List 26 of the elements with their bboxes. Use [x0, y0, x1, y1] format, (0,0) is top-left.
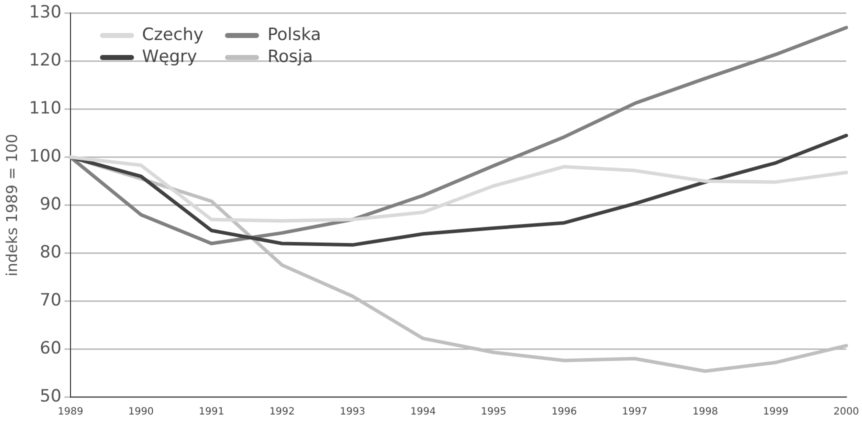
x-tick-label: 1994 [410, 406, 436, 418]
y-tick-label: 60 [40, 338, 62, 358]
x-tick-label: 1996 [551, 406, 577, 418]
x-tick-label: 1995 [480, 406, 506, 418]
x-tick-label: 1989 [58, 406, 84, 418]
y-tick-label: 100 [28, 146, 62, 167]
x-tick-label: 1999 [763, 406, 788, 418]
y-tick-label: 80 [40, 242, 62, 262]
y-tick-label: 70 [40, 290, 62, 310]
x-tick-label: 2000 [834, 406, 859, 418]
x-tick-label: 1998 [692, 406, 718, 418]
legend-label: Czechy [142, 25, 204, 45]
y-tick-label: 110 [28, 98, 62, 119]
x-tick-label: 1997 [622, 406, 648, 418]
legend-label: Rosja [267, 47, 313, 67]
y-tick-label: 50 [40, 386, 62, 406]
y-tick-label: 120 [28, 50, 62, 71]
y-axis-title: indeks 1989 = 100 [2, 134, 21, 276]
x-tick-label: 1990 [128, 406, 154, 418]
y-tick-label: 90 [40, 194, 62, 215]
y-tick-label: 130 [28, 2, 62, 23]
legend-label: Polska [267, 25, 322, 45]
x-tick-label: 1993 [340, 406, 366, 418]
legend-label: Węgry [142, 47, 198, 67]
x-tick-label: 1992 [269, 406, 295, 418]
x-tick-label: 1991 [198, 406, 224, 418]
